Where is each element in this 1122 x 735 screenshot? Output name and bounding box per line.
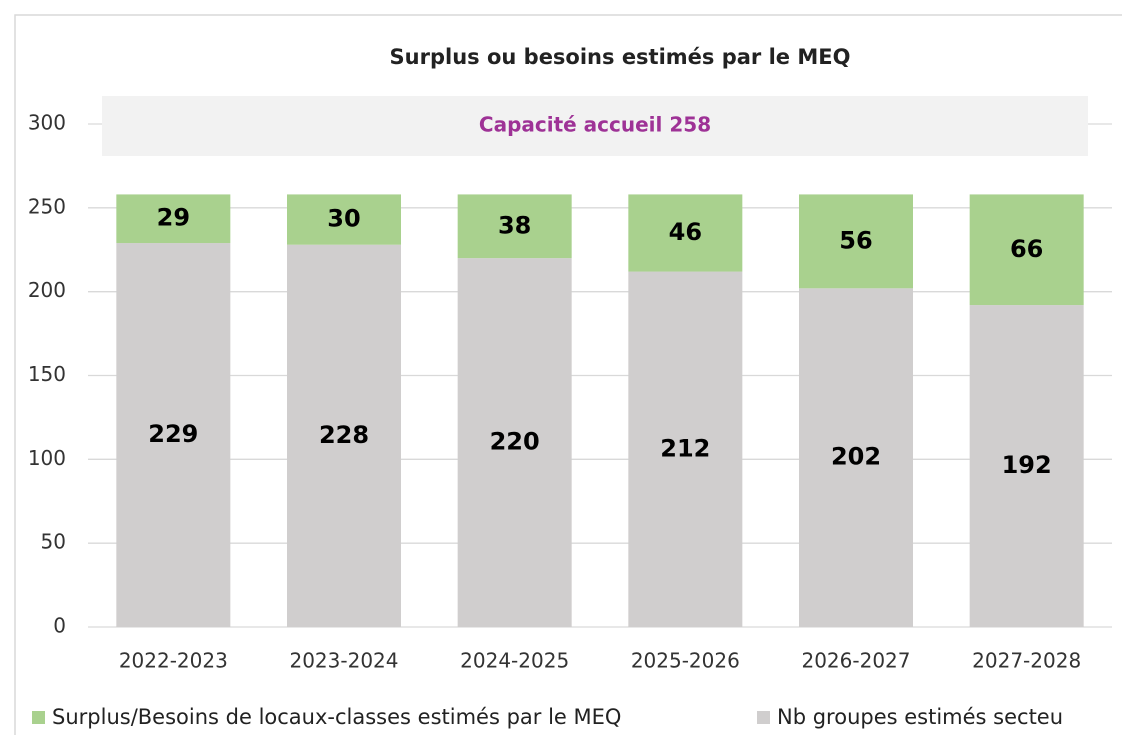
y-tick-label: 200 xyxy=(28,278,66,302)
bar-segment xyxy=(969,194,1084,306)
data-label: 66 xyxy=(1010,235,1043,263)
y-tick-label: 0 xyxy=(53,614,66,638)
data-label: 30 xyxy=(327,205,360,233)
bar-segment xyxy=(628,194,743,272)
data-label: 46 xyxy=(669,218,702,246)
y-tick-label: 150 xyxy=(28,362,66,386)
legend-label: Nb groupes estimés secteu xyxy=(777,705,1063,729)
data-label: 56 xyxy=(839,226,872,254)
bar-segment xyxy=(457,258,572,627)
y-tick-label: 50 xyxy=(41,530,66,554)
legend-swatch xyxy=(32,711,45,724)
bar-segment xyxy=(116,243,231,627)
data-label: 212 xyxy=(660,434,710,462)
bar-segment xyxy=(799,288,913,627)
y-tick-label: 100 xyxy=(28,446,66,470)
data-label: 228 xyxy=(319,421,369,449)
bar-segment xyxy=(287,194,401,245)
y-tick-label: 250 xyxy=(28,194,66,218)
x-tick-label: 2024-2025 xyxy=(460,649,569,673)
bar-segment xyxy=(799,194,913,289)
data-label: 229 xyxy=(148,420,198,448)
x-tick-label: 2027-2028 xyxy=(972,649,1081,673)
chart-frame xyxy=(14,14,1122,735)
chart-title: Surplus ou besoins estimés par le MEQ xyxy=(390,45,851,69)
x-tick-label: 2023-2024 xyxy=(289,649,398,673)
x-tick-label: 2026-2027 xyxy=(801,649,910,673)
bar-segment xyxy=(628,271,743,627)
bar-segment xyxy=(457,194,572,259)
annotation-box xyxy=(102,96,1088,156)
data-label: 220 xyxy=(490,428,540,456)
bar-segment xyxy=(287,244,401,627)
data-label: 29 xyxy=(157,204,190,232)
legend-label: Surplus/Besoins de locaux-classes estimé… xyxy=(52,705,621,729)
data-label: 38 xyxy=(498,211,531,239)
x-tick-label: 2025-2026 xyxy=(631,649,740,673)
legend-swatch xyxy=(757,711,770,724)
bar-segment xyxy=(969,305,1084,627)
bar-segment xyxy=(116,194,231,244)
y-tick-label: 300 xyxy=(28,111,66,135)
data-label: 202 xyxy=(831,443,881,471)
annotation: Capacité accueil 258 xyxy=(479,113,711,137)
x-tick-label: 2022-2023 xyxy=(119,649,228,673)
data-label: 192 xyxy=(1002,451,1052,479)
